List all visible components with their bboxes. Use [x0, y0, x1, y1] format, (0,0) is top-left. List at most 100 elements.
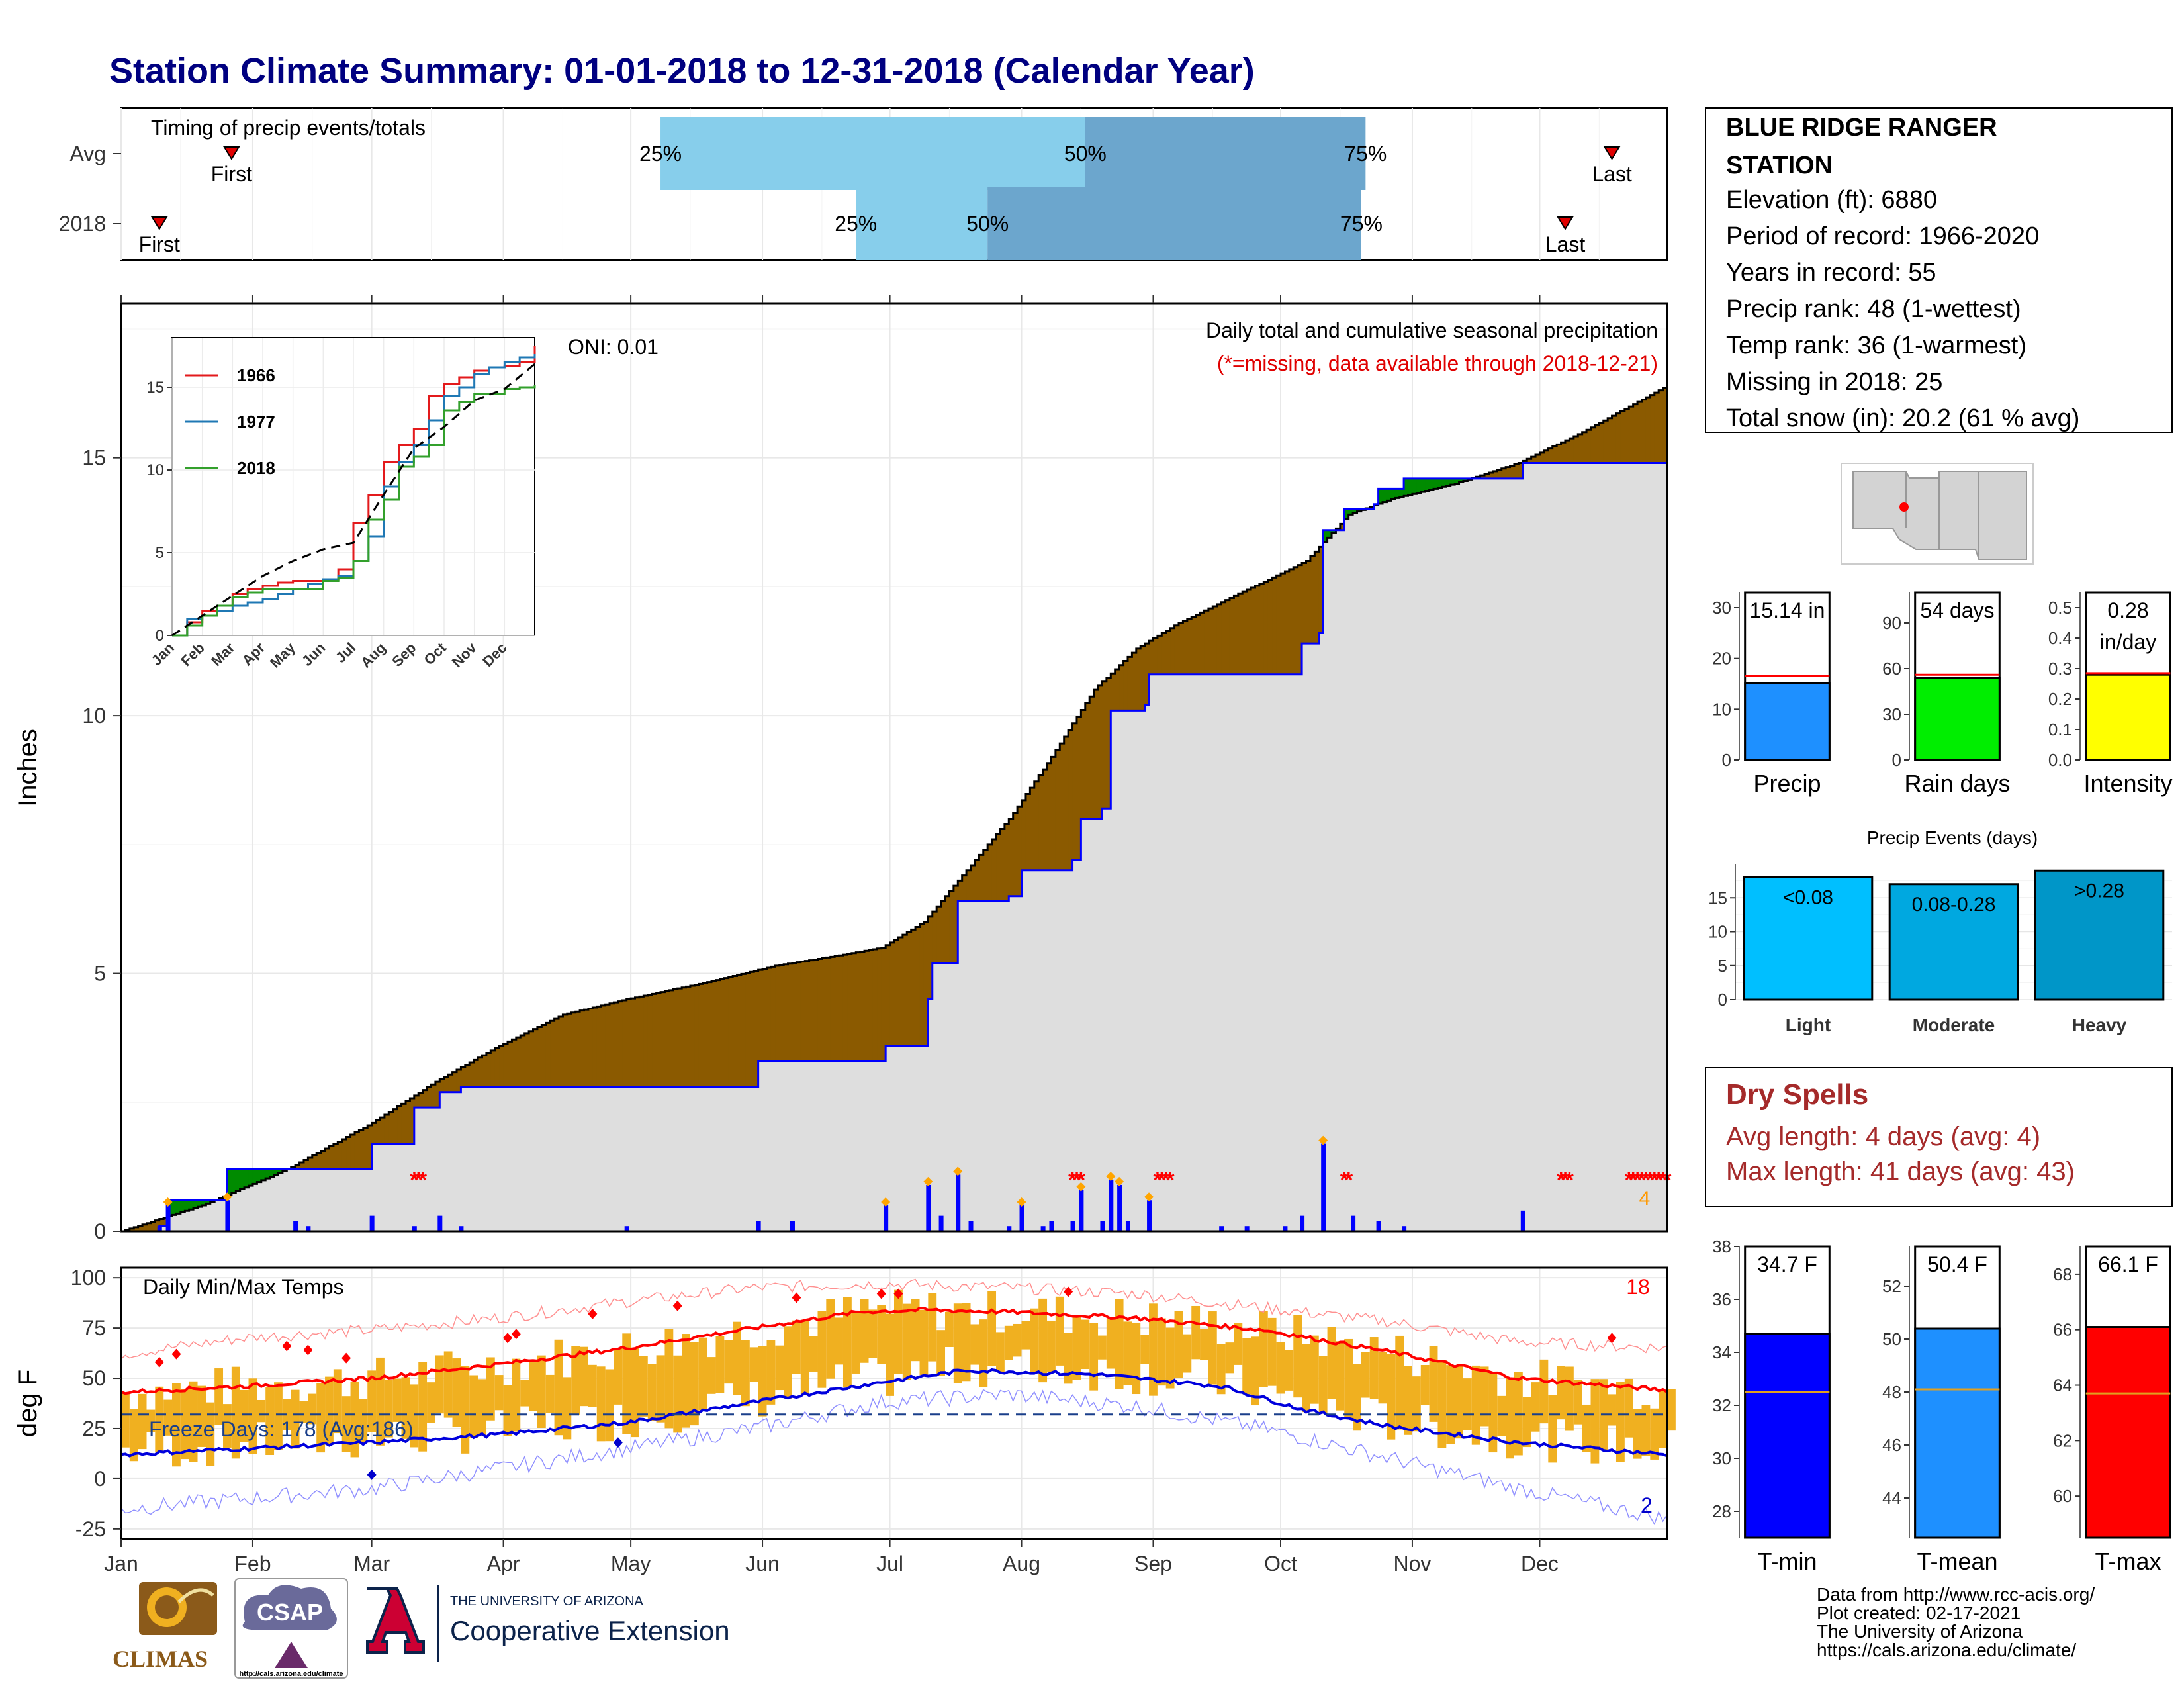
credit-data-source: Data from http://www.rcc-acis.org/ — [1817, 1584, 2095, 1605]
below-average-area — [1293, 567, 1298, 675]
daily-precip-bar — [1040, 1226, 1046, 1231]
below-average-area — [1514, 464, 1519, 479]
daily-temp-bar — [392, 1378, 402, 1422]
temp-plot — [120, 1278, 1676, 1526]
daily-precip-bar — [938, 1215, 944, 1231]
summary-value-label: 54 days — [1920, 598, 1994, 622]
daily-temp-bar — [1378, 1352, 1387, 1404]
record-high-marker-icon — [893, 1288, 903, 1299]
temp-frame — [120, 1266, 1668, 1540]
above-average-area — [1437, 478, 1443, 488]
daily-temp-bar — [784, 1326, 792, 1399]
below-average-area — [571, 1012, 576, 1087]
below-average-area — [448, 1074, 453, 1092]
daily-temp-bar — [1318, 1356, 1328, 1413]
above-average-area — [1463, 478, 1468, 481]
events-title: Precip Events (days) — [1867, 827, 2038, 848]
below-average-area — [1161, 633, 1167, 675]
daily-precip-bar — [756, 1221, 761, 1231]
above-average-area — [1446, 478, 1451, 486]
month-tick-label: Jul — [876, 1552, 903, 1575]
month-tick-label: Sep — [1134, 1552, 1172, 1575]
daily-temp-bar — [817, 1311, 827, 1388]
dry-spells-max: Max length: 41 days (avg: 43) — [1726, 1157, 2075, 1186]
record-high-marker-icon — [792, 1292, 801, 1303]
below-average-area — [138, 1225, 143, 1231]
month-tick-label: Jun — [745, 1552, 780, 1575]
daily-precip-bar — [1376, 1221, 1381, 1231]
below-average-area — [439, 1079, 445, 1092]
below-average-area — [1594, 425, 1600, 463]
daily-temp-bar — [945, 1311, 954, 1347]
daily-temp-bar — [1149, 1303, 1158, 1396]
daily-temp-bar — [842, 1297, 852, 1388]
timing-last-label: Last — [1545, 232, 1586, 256]
summary-value-bar — [1744, 1333, 1831, 1539]
below-average-area — [461, 1067, 466, 1087]
above-average-area — [1441, 478, 1447, 487]
summary-y-tick-label: 30 — [1712, 598, 1731, 618]
daily-temp-bar — [928, 1293, 937, 1362]
below-average-area — [877, 948, 882, 1061]
below-average-area — [1285, 571, 1290, 675]
heavy-precip-marker-icon — [1106, 1172, 1116, 1182]
below-average-area — [886, 945, 891, 1046]
above-average-area — [1450, 478, 1455, 485]
daily-precip-bar — [412, 1226, 417, 1231]
daily-temp-bar — [639, 1356, 648, 1417]
below-average-area — [949, 890, 954, 963]
daily-temp-bar — [138, 1393, 147, 1450]
daily-precip-bar — [1117, 1184, 1122, 1231]
temp-heading: Daily Min/Max Temps — [143, 1275, 343, 1299]
daily-temp-bar — [435, 1355, 444, 1414]
above-average-area — [252, 1169, 257, 1184]
below-average-area — [1612, 416, 1617, 463]
daily-temp-bar — [1047, 1320, 1056, 1372]
daily-temp-bar — [749, 1347, 758, 1382]
below-average-area — [473, 1060, 478, 1087]
below-average-area — [958, 880, 963, 902]
daily-temp-bar — [172, 1383, 181, 1467]
below-average-area — [299, 1162, 304, 1170]
summary-value-label: 0.28 — [2107, 598, 2148, 622]
inset-series-line — [171, 363, 535, 637]
below-average-area — [1132, 653, 1137, 711]
daily-temp-bar — [1641, 1405, 1651, 1456]
below-average-area — [911, 929, 916, 1046]
above-average-area — [1425, 478, 1430, 491]
temp-y-tick-label: 0 — [94, 1467, 106, 1491]
below-average-area — [1637, 402, 1643, 463]
below-average-area — [622, 1000, 627, 1087]
record-high-marker-icon — [588, 1308, 598, 1319]
below-average-area — [1051, 757, 1056, 870]
below-average-area — [1484, 474, 1490, 479]
inset-y-tick-label: 0 — [156, 627, 164, 645]
missing-day-marker: * — [1637, 1168, 1647, 1193]
daily-precip-bar — [1351, 1215, 1356, 1231]
below-average-area — [218, 1198, 224, 1201]
daily-temp-bar — [308, 1393, 317, 1425]
below-average-area — [1645, 397, 1651, 463]
events-category-label: Light — [1786, 1015, 1831, 1035]
summary-y-tick-label: 28 — [1712, 1501, 1731, 1521]
missing-day-marker: * — [1161, 1168, 1171, 1193]
ua-logo: THE UNIVERSITY OF ARIZONA Cooperative Ex… — [366, 1585, 730, 1662]
below-average-area — [754, 970, 759, 1087]
below-average-area — [617, 1001, 623, 1087]
daily-temp-bar — [970, 1324, 979, 1365]
daily-temp-bar — [1165, 1327, 1175, 1389]
below-average-area — [682, 987, 687, 1087]
daily-temp-bar — [1089, 1323, 1099, 1391]
below-average-area — [308, 1158, 313, 1170]
below-average-area — [821, 958, 827, 1061]
below-average-area — [512, 1039, 517, 1087]
precip-y-label: Inches — [13, 729, 42, 807]
daily-temp-bar — [1387, 1354, 1396, 1440]
daily-temp-bar — [1471, 1365, 1480, 1445]
below-average-area — [974, 860, 979, 902]
below-average-area — [1289, 569, 1294, 675]
heavy-precip-marker-icon — [222, 1192, 232, 1202]
daily-temp-bar — [886, 1313, 894, 1396]
below-average-area — [490, 1050, 496, 1087]
below-average-area — [388, 1111, 394, 1144]
